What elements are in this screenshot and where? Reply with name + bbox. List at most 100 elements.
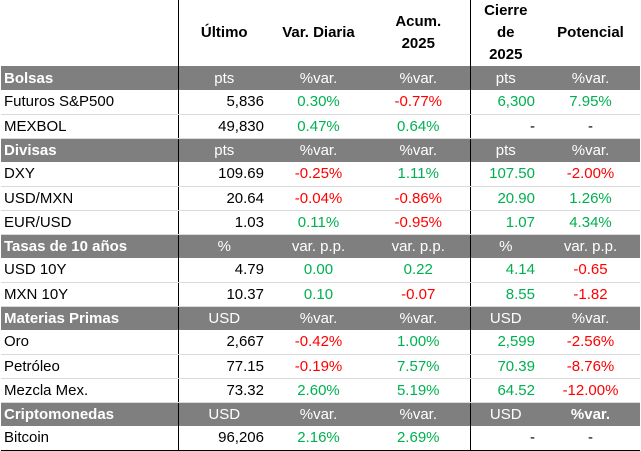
- cell-cierre: 6,300: [470, 90, 541, 115]
- cell-name: USD/MXN: [1, 186, 178, 211]
- cell-acum: 0.64%: [367, 114, 471, 139]
- cell-diaria: -0.04%: [270, 186, 367, 211]
- table-row: Bitcoin 96,206 2.16% 2.69% - -: [1, 426, 640, 451]
- header-acum-line1: Acum.: [395, 13, 442, 30]
- cell-diaria: -0.25%: [270, 162, 367, 187]
- section-unit: %: [470, 234, 541, 258]
- header-cierre-line2: 2025: [489, 46, 523, 63]
- cell-name: Oro: [1, 330, 178, 355]
- cell-acum: -0.77%: [367, 90, 471, 115]
- cell-ultimo: 96,206: [177, 426, 270, 451]
- cell-ultimo: 1.03: [177, 210, 270, 235]
- cell-diaria: 0.11%: [270, 210, 367, 235]
- cell-name: EUR/USD: [1, 210, 178, 235]
- section-unit: %var.: [270, 402, 367, 426]
- section-unit: %var.: [367, 306, 471, 330]
- section-header-row: Criptomonedas USD %var. %var. USD %var.: [1, 402, 640, 426]
- table-row: MEXBOL 49,830 0.47% 0.64% - -: [1, 114, 640, 139]
- cell-cierre: 1.07: [470, 210, 541, 235]
- section-unit: var. p.p.: [367, 234, 471, 258]
- cell-acum: 0.22: [367, 258, 471, 283]
- section-unit: %var.: [270, 138, 367, 162]
- section-unit: %: [177, 234, 270, 258]
- cell-diaria: 2.60%: [270, 378, 367, 403]
- section-unit: var. p.p.: [541, 234, 640, 258]
- cell-potencial: -2.56%: [541, 330, 640, 355]
- header-cierre: Cierre de 2025: [470, 0, 541, 66]
- table-row: Mezcla Mex. 73.32 2.60% 5.19% 64.52 -12.00%: [1, 378, 640, 403]
- cell-potencial: -0.65: [541, 258, 640, 283]
- cell-name: Mezcla Mex.: [1, 378, 178, 403]
- section-unit: pts: [470, 66, 541, 90]
- cell-ultimo: 77.15: [177, 354, 270, 379]
- cell-name: DXY: [1, 162, 178, 187]
- section-unit: USD: [177, 306, 270, 330]
- cell-potencial: 4.34%: [541, 210, 640, 235]
- cell-diaria: -0.42%: [270, 330, 367, 355]
- section-unit: %var.: [541, 402, 640, 426]
- cell-cierre: -: [470, 114, 541, 139]
- header-blank: [1, 0, 178, 66]
- section-title: Tasas de 10 años: [1, 234, 178, 258]
- section-unit: %var.: [270, 306, 367, 330]
- cell-name: MXN 10Y: [1, 282, 178, 307]
- section-title: Materias Primas: [1, 306, 178, 330]
- header-row: Último Var. Diaria Acum. 2025 Cierre de …: [1, 0, 640, 66]
- header-ultimo: Último: [177, 0, 270, 66]
- cell-potencial: 1.26%: [541, 186, 640, 211]
- section-unit: USD: [470, 402, 541, 426]
- table-row: USD 10Y 4.79 0.00 0.22 4.14 -0.65: [1, 258, 640, 283]
- section-unit: USD: [177, 402, 270, 426]
- table-row: Oro 2,667 -0.42% 1.00% 2,599 -2.56%: [1, 330, 640, 355]
- cell-potencial: 7.95%: [541, 90, 640, 115]
- section-unit: %var.: [270, 66, 367, 90]
- table-row: USD/MXN 20.64 -0.04% -0.86% 20.90 1.26%: [1, 186, 640, 211]
- cell-cierre: 20.90: [470, 186, 541, 211]
- table-row: EUR/USD 1.03 0.11% -0.95% 1.07 4.34%: [1, 210, 640, 235]
- header-var-diaria: Var. Diaria: [282, 24, 355, 41]
- section-title: Divisas: [1, 138, 178, 162]
- header-potencial: Potencial: [557, 24, 624, 41]
- table-row: MXN 10Y 10.37 0.10 -0.07 8.55 -1.82: [1, 282, 640, 307]
- cell-acum: 5.19%: [367, 378, 471, 403]
- cell-name: Futuros S&P500: [1, 90, 178, 115]
- table-row: Petróleo 77.15 -0.19% 7.57% 70.39 -8.76%: [1, 354, 640, 379]
- cell-potencial: -1.82: [541, 282, 640, 307]
- table-body: Bolsas pts %var. %var. pts %var. Futuros S&P50…: [1, 66, 640, 451]
- cell-name: Bitcoin: [1, 426, 178, 451]
- cell-diaria: 0.00: [270, 258, 367, 283]
- cell-potencial: -12.00%: [541, 378, 640, 403]
- cell-cierre: -: [470, 426, 541, 451]
- cell-cierre: 107.50: [470, 162, 541, 187]
- cell-ultimo: 109.69: [177, 162, 270, 187]
- section-unit: var. p.p.: [270, 234, 367, 258]
- section-header-row: Bolsas pts %var. %var. pts %var.: [1, 66, 640, 90]
- cell-cierre: 70.39: [470, 354, 541, 379]
- section-unit: %var.: [541, 66, 640, 90]
- header-acum: Acum. 2025: [367, 0, 471, 66]
- cell-ultimo: 49,830: [177, 114, 270, 139]
- cell-cierre: 64.52: [470, 378, 541, 403]
- cell-ultimo: 73.32: [177, 378, 270, 403]
- cell-diaria: 0.47%: [270, 114, 367, 139]
- section-unit: %var.: [541, 306, 640, 330]
- cell-acum: -0.07: [367, 282, 471, 307]
- cell-cierre: 8.55: [470, 282, 541, 307]
- section-header-row: Tasas de 10 años% var. p.p. var. p.p.% var.…: [1, 234, 640, 258]
- cell-cierre: 2,599: [470, 330, 541, 355]
- section-header-row: Materias Primas USD %var. %var. USD %var.: [1, 306, 640, 330]
- cell-diaria: -0.19%: [270, 354, 367, 379]
- cell-cierre: 4.14: [470, 258, 541, 283]
- cell-acum: 1.00%: [367, 330, 471, 355]
- section-title: Criptomonedas: [1, 402, 178, 426]
- section-unit: pts: [470, 138, 541, 162]
- section-unit: %var.: [541, 138, 640, 162]
- cell-acum: 1.11%: [367, 162, 471, 187]
- cell-diaria: 0.30%: [270, 90, 367, 115]
- cell-name: MEXBOL: [1, 114, 178, 139]
- cell-ultimo: 20.64: [177, 186, 270, 211]
- cell-potencial: -2.00%: [541, 162, 640, 187]
- cell-acum: -0.86%: [367, 186, 471, 211]
- cell-ultimo: 4.79: [177, 258, 270, 283]
